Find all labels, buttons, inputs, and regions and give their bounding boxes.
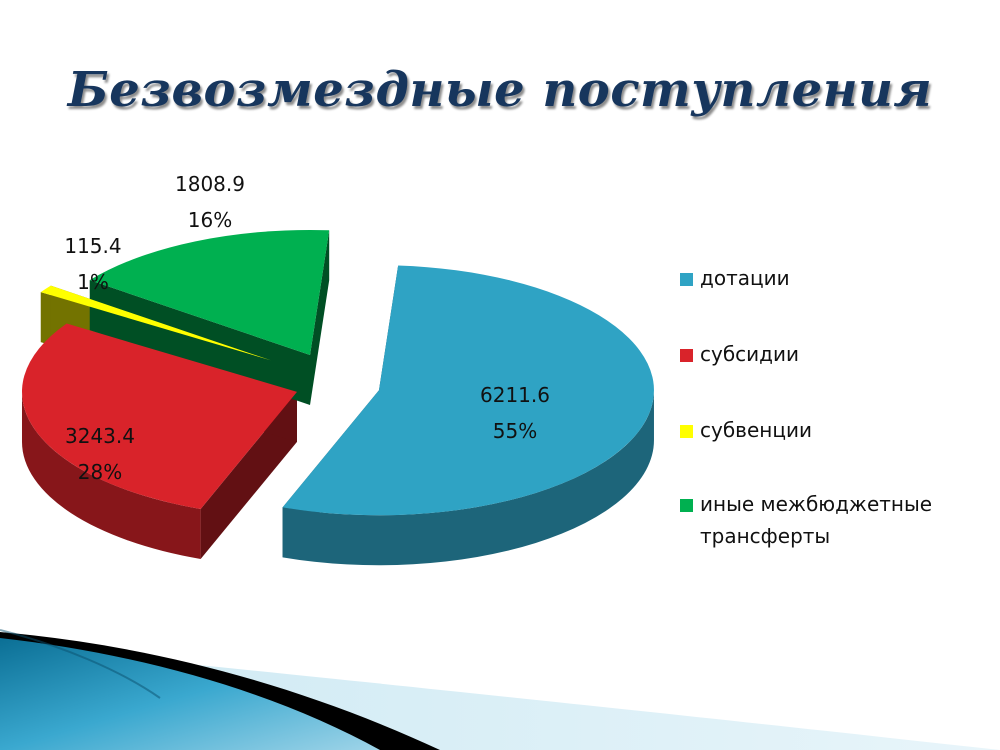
legend-item-subventsii: субвенции xyxy=(680,414,812,446)
data-label-3: 115.4 1% xyxy=(38,228,148,300)
pie-slice-1 xyxy=(282,265,654,516)
legend-swatch xyxy=(680,273,693,286)
legend-label: субвенции xyxy=(700,418,812,442)
data-label-value: 6211.6 xyxy=(480,383,550,407)
pie-slice-4 xyxy=(89,229,330,355)
legend-label: субсидии xyxy=(700,342,799,366)
data-label-percent: 28% xyxy=(77,460,123,484)
decorative-wave xyxy=(0,629,1000,750)
legend-label: иные межбюджетные трансферты xyxy=(700,492,933,548)
pie-slice-3 xyxy=(40,285,272,361)
legend-label: дотации xyxy=(700,266,790,290)
page-title: Безвозмездные поступления xyxy=(67,62,933,118)
data-label-2: 3243.4 28% xyxy=(45,418,155,490)
data-label-value: 1808.9 xyxy=(175,172,245,196)
data-label-1: 6211.6 55% xyxy=(460,377,570,449)
data-label-percent: 16% xyxy=(187,208,233,232)
legend-swatch xyxy=(680,425,693,438)
legend-swatch xyxy=(680,349,693,362)
data-label-4: 1808.9 16% xyxy=(155,166,265,238)
legend-item-subsidii: субсидии xyxy=(680,338,799,370)
data-label-value: 115.4 xyxy=(64,234,122,258)
legend-item-dotatsii: дотации xyxy=(680,262,790,294)
data-label-percent: 1% xyxy=(77,270,109,294)
pie-slice-2 xyxy=(21,323,297,509)
data-label-value: 3243.4 xyxy=(65,424,135,448)
slice-wall-4 xyxy=(89,280,311,405)
pie-chart xyxy=(21,229,654,566)
slice-outer-wall-1 xyxy=(282,390,654,566)
legend-item-inye-transferty: иные межбюджетные трансферты xyxy=(680,488,970,552)
data-label-percent: 55% xyxy=(492,419,538,443)
slice-outer-wall-2 xyxy=(21,391,201,559)
slice-wall-4 xyxy=(310,230,330,405)
legend-swatch xyxy=(680,499,693,512)
